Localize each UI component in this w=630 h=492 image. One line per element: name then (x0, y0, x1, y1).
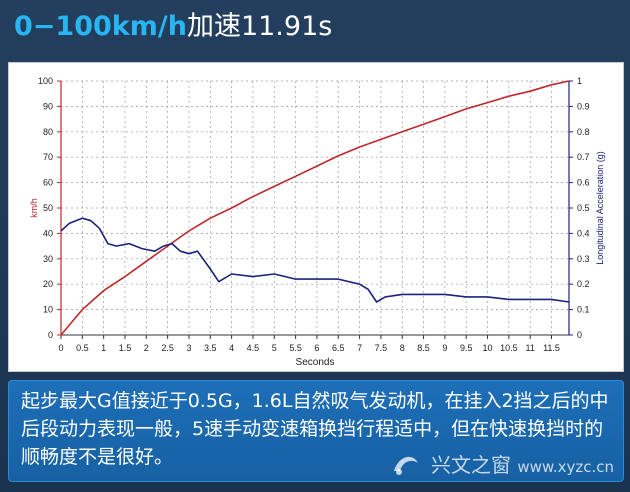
y-tick-label: 90 (43, 101, 53, 111)
watermark-url: www.xyzc.cn (517, 458, 614, 476)
chart-panel: 0 0.5 1 1.5 2 2.5 3 3.5 4 4.5 5 5.5 6 6.5 7 7.5 8 8.5 9 9.5… (8, 62, 624, 372)
x-tick-label: 10 (483, 343, 493, 353)
y2-tick-label: 0 (577, 330, 582, 340)
y-tick-label: 10 (43, 305, 53, 315)
watermark-site: 兴文之窗 (431, 453, 512, 477)
y2-tick-label: 0.1 (577, 305, 590, 315)
y-axis-label: km/h (29, 198, 39, 218)
y2-tick-label: 0.4 (577, 228, 590, 238)
title-highlight: 0−100km/h (14, 11, 187, 42)
y-tick-label: 60 (43, 178, 53, 188)
caption-box: 起步最大G值接近于0.5G，1.6L自然吸气发动机，在挂入2挡之后的中后段动力表… (8, 380, 624, 482)
x-tick-label: 7 (357, 343, 362, 353)
x-tick-label: 1.5 (119, 343, 132, 353)
y2-tick-label: 0.3 (577, 254, 590, 264)
logo-icon (391, 451, 421, 482)
y-tick-label: 0 (48, 330, 53, 340)
chart-axes (57, 80, 573, 339)
speed-line (60, 80, 570, 336)
page-title: 0−100km/h加速11.91s (14, 6, 332, 48)
y2-tick-label: 1 (577, 76, 582, 86)
y-tick-label: 70 (43, 152, 53, 162)
x-tick-label: 8 (400, 343, 405, 353)
x-tick-label: 5.5 (289, 343, 302, 353)
caption-text: 起步最大G值接近于0.5G，1.6L自然吸气发动机，在挂入2挡之后的中后段动力表… (21, 390, 609, 468)
x-tick-label: 0.5 (76, 343, 89, 353)
x-tick-label: 2.5 (161, 343, 174, 353)
y-tick-label: 50 (43, 203, 53, 213)
x-tick-label: 6 (314, 343, 319, 353)
x-tick-label: 1 (101, 343, 106, 353)
acceleration-line (60, 217, 570, 303)
chart-series (60, 80, 570, 336)
x-tick-label: 3.5 (204, 343, 217, 353)
y2-tick-label: 0.6 (577, 178, 590, 188)
title-rest: 加速11.91s (186, 11, 333, 42)
y-tick-label: 80 (43, 127, 53, 137)
y2-tick-label: 0.8 (577, 127, 590, 137)
x-tick-label: 2 (144, 343, 149, 353)
x-tick-label: 9 (442, 343, 447, 353)
y2-tick-label: 0.2 (577, 279, 590, 289)
x-tick-label: 11 (526, 343, 535, 353)
y2-axis-label: Longitudinal Acceleration (g) (595, 151, 605, 265)
y-tick-label: 100 (38, 76, 53, 86)
x-axis-label: Seconds (296, 357, 335, 368)
y2-tick-label: 0.9 (577, 101, 590, 111)
y-tick-label: 20 (43, 279, 53, 289)
x-tick-label: 4.5 (247, 343, 260, 353)
x-tick-label: 0 (58, 343, 63, 353)
x-tick-label: 5 (272, 343, 277, 353)
x-tick-label: 9.5 (460, 343, 473, 353)
y-tick-label: 30 (43, 254, 53, 264)
x-tick-label: 10.5 (500, 343, 518, 353)
watermark: 兴文之窗 www.xyzc.cn (391, 449, 614, 482)
acceleration-chart: 0 0.5 1 1.5 2 2.5 3 3.5 4 4.5 5 5.5 6 6.5 7 7.5 8 8.5 9 9.5… (29, 76, 605, 368)
chart-grid (61, 80, 569, 335)
x-tick-label: 11.5 (543, 343, 560, 353)
x-tick-label: 4 (229, 343, 234, 353)
x-tick-label: 8.5 (417, 343, 430, 353)
chart-labels: 0 0.5 1 1.5 2 2.5 3 3.5 4 4.5 5 5.5 6 6.5 7 7.5 8 8.5 9 9.5… (29, 76, 605, 368)
y2-tick-label: 0.5 (577, 203, 590, 213)
y-tick-label: 40 (43, 228, 53, 238)
x-tick-label: 7.5 (375, 343, 388, 353)
x-tick-label: 6.5 (332, 343, 345, 353)
x-tick-label: 3 (186, 343, 191, 353)
y2-tick-label: 0.7 (577, 152, 590, 162)
